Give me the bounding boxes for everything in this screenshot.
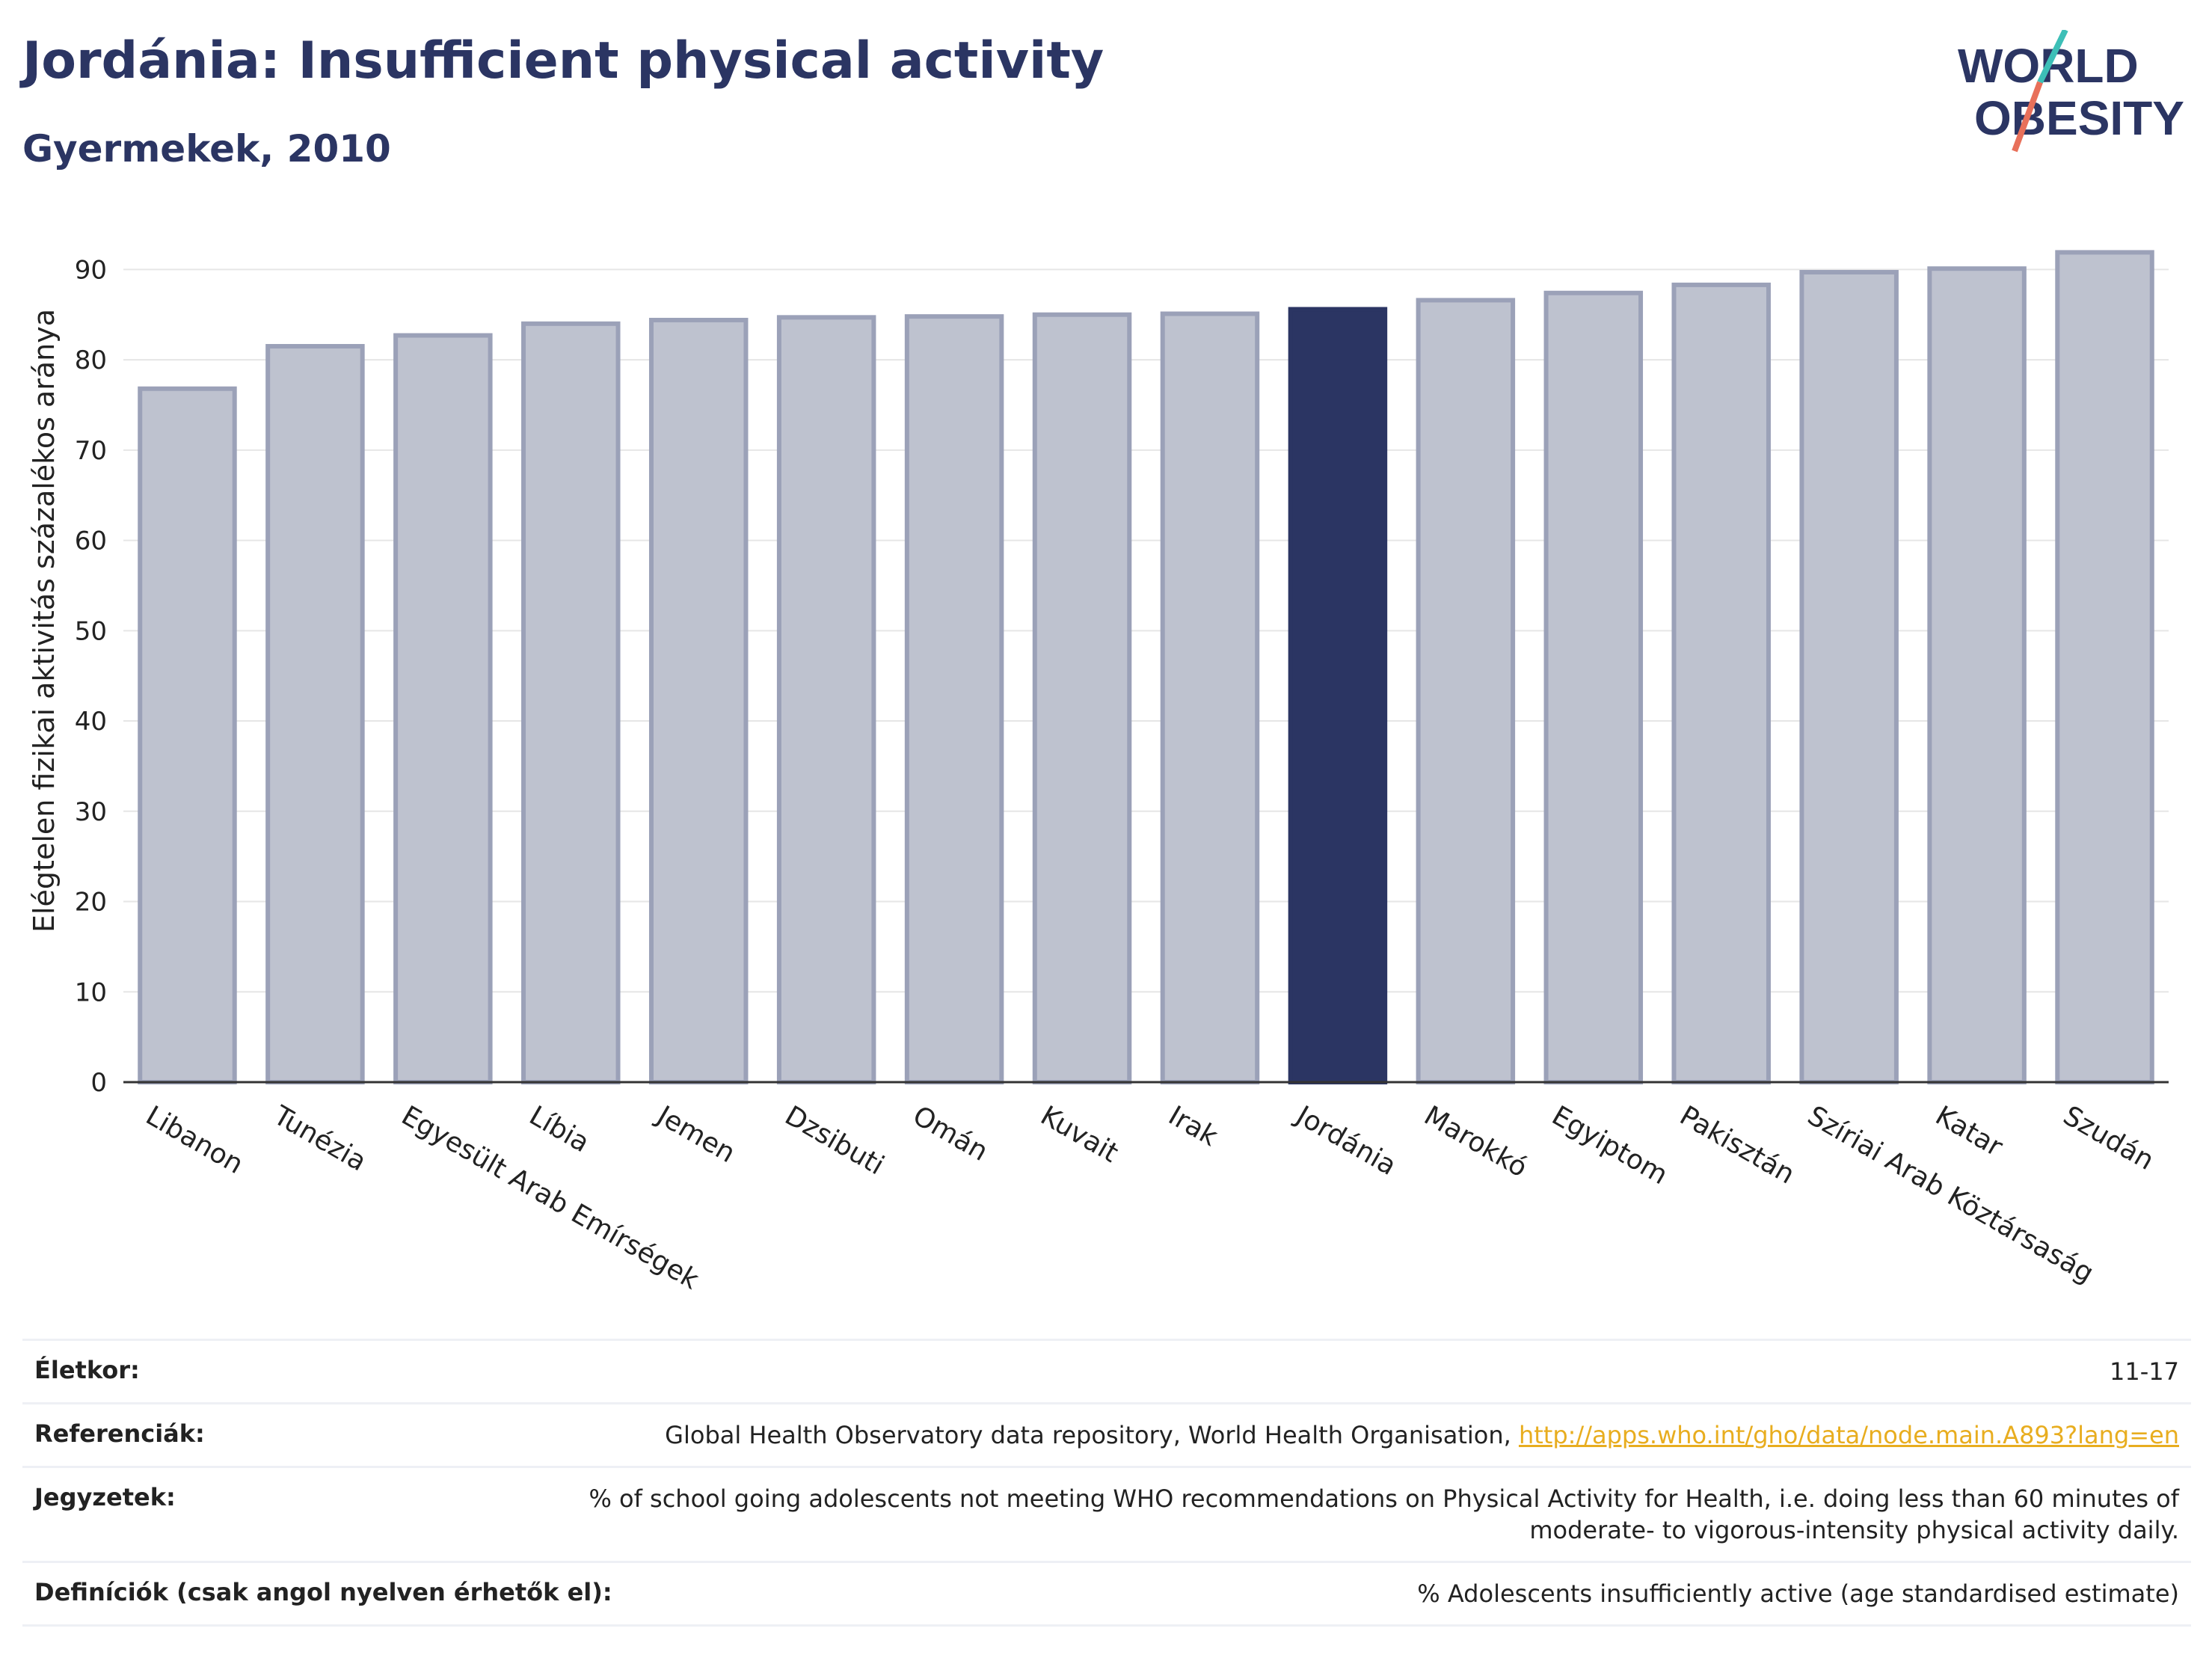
x-tick-label: Dzsibuti [780,1100,889,1181]
footer-row-definitions: Definíciók (csak angol nyelven érhetők e… [22,1561,2191,1627]
x-axis-ticks: Libanon Tunézia Egyesült Arab EmírségekLíb… [141,1099,2159,1295]
x-tick-label: Szudán [2058,1100,2159,1176]
y-axis-label: Elégtelen fizikai aktivitás százalékos a… [28,309,61,933]
bar-egyesült-arab-emírségek [393,333,493,1085]
y-tick-label: 30 [75,797,107,827]
y-tick-label: 90 [75,255,107,285]
y-tick-label: 0 [90,1068,107,1098]
bar-katar [1927,266,2027,1085]
y-axis-ticks: 0 10 20 30 40 50 60 70 80 90 [75,255,107,1098]
page-subtitle: Gyermekek, 2010 [22,127,391,171]
logo-slash-teal-icon [2037,30,2068,84]
bar-irak [1160,311,1260,1085]
bar-libanon [138,386,237,1084]
x-tick-label: Pakisztán [1674,1100,1799,1190]
bar-jordánia [1288,307,1388,1084]
footer-row-age: Életkor: 11-17 [22,1339,2191,1402]
x-tick-label: Omán [908,1100,993,1167]
x-tick-label: Jordánia [1290,1099,1401,1182]
bar-jemen [648,317,749,1084]
x-tick-label: Irak [1163,1100,1223,1152]
x-tick-label: Libanon [141,1100,248,1180]
footer-label: Referenciák: [34,1419,205,1448]
bar-kuvait [1032,312,1132,1085]
page-title: Jordánia: Insufficient physical activity [22,31,1105,90]
logo-line2: OBESITY [1974,91,2184,145]
footer-row-references: Referenciák: Global Health Observatory d… [22,1402,2191,1466]
footer-value: % Adolescents insufficiently active (age… [1417,1579,2179,1608]
bar-pakisztán [1671,282,1771,1084]
bar-szudán [2055,250,2154,1084]
reference-text: Global Health Observatory data repositor… [665,1421,1519,1449]
x-tick-label: Tunézia [268,1100,372,1178]
footer-row-notes: Jegyzetek: % of school going adolescents… [22,1466,2191,1561]
logo-slash-coral-icon [2012,81,2043,153]
bar-omán [904,314,1004,1085]
y-tick-label: 50 [75,616,107,646]
bar-marokkó [1416,298,1516,1084]
x-tick-label: Katar [1930,1100,2008,1163]
y-tick-label: 70 [75,436,107,466]
footer-label: Jegyzetek: [34,1483,176,1511]
y-tick-label: 80 [75,346,107,375]
x-tick-label: Jemen [651,1099,740,1169]
y-tick-label: 10 [75,977,107,1007]
y-tick-label: 40 [75,707,107,737]
footer-table: Életkor: 11-17 Referenciák: Global Healt… [22,1339,2191,1627]
footer-value: 11-17 [2110,1357,2179,1386]
bar-tunézia [265,343,365,1084]
x-tick-label: Kuvait [1036,1100,1124,1169]
reference-link[interactable]: http://apps.who.int/gho/data/node.main.A… [1518,1421,2179,1449]
bar-szíriai-arab-köztársaság [1799,269,1899,1085]
x-tick-label: Líbia [524,1100,595,1158]
footer-value: % of school going adolescents not meetin… [589,1484,2179,1544]
y-tick-label: 60 [75,526,107,556]
bar-dzsibuti [776,315,876,1084]
bar-egyiptom [1543,290,1644,1084]
footer-label: Definíciók (csak angol nyelven érhetők e… [34,1578,612,1606]
bar-líbia [521,321,621,1084]
x-tick-label: Marokkó [1419,1100,1532,1183]
world-obesity-logo: WORLD OBESITY [1958,30,2184,153]
x-tick-label: Egyiptom [1546,1100,1673,1191]
footer-value: Global Health Observatory data repositor… [665,1419,2179,1451]
footer-label: Életkor: [34,1356,140,1384]
bars [138,250,2154,1085]
y-tick-label: 20 [75,888,107,918]
